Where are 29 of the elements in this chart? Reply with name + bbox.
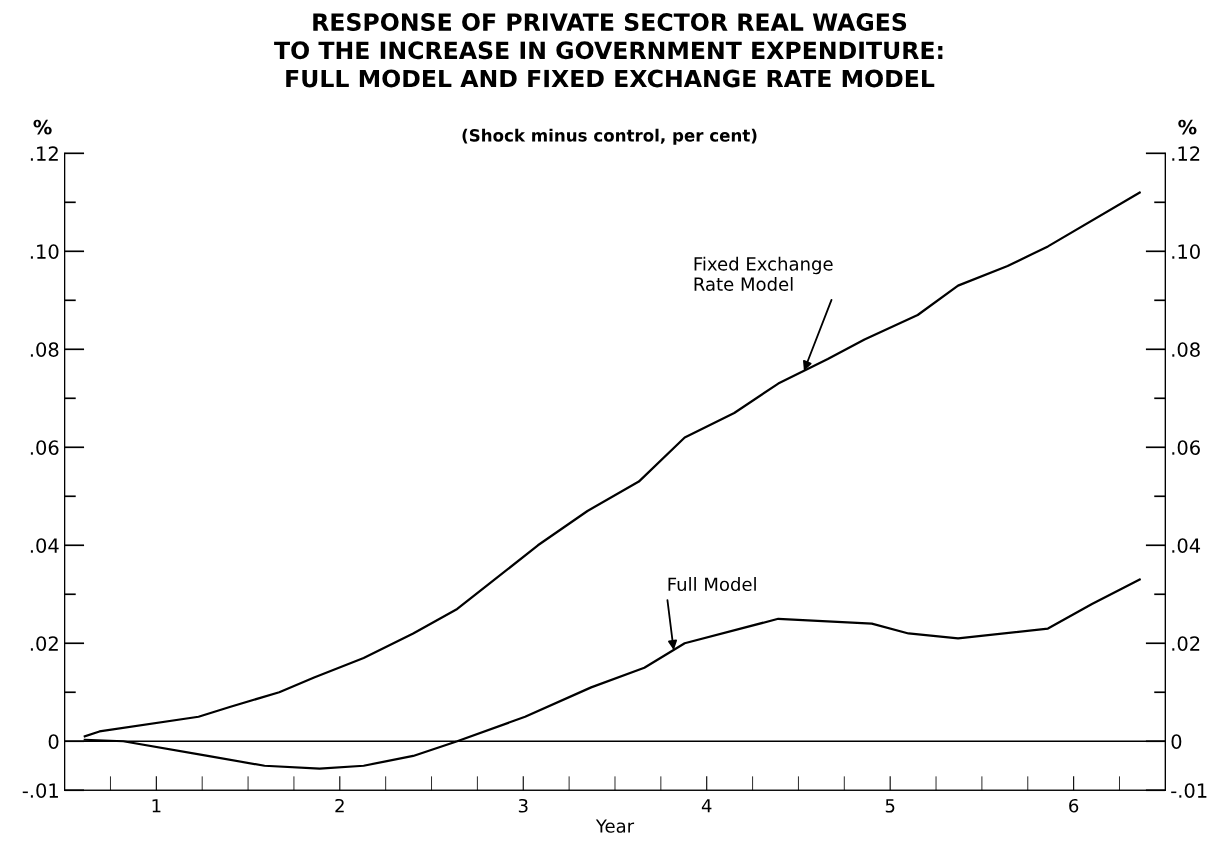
y2-axis-title: % <box>1178 119 1197 135</box>
chart-title: RESPONSE OF PRIVATE SECTOR REAL WAGES TO THE INCREASE IN GOVERNMENT EXPENDITURE: FULL MODEL AND FIXED EXCHANGE RATE MODEL <box>274 13 943 88</box>
annotation: Full Model <box>668 577 756 592</box>
y2-tick-label: .08 <box>1172 342 1200 357</box>
annotation: Fixed Exchange Rate Model <box>694 256 833 291</box>
x-tick-label: 5 <box>885 799 895 813</box>
y2-tick-label: 0 <box>1171 734 1182 749</box>
y2-tick-label: .10 <box>1172 244 1200 259</box>
y-tick-label: .10 <box>30 244 59 259</box>
y-tick-label: .12 <box>30 146 58 161</box>
x-axis-title: Year <box>595 819 635 833</box>
y-tick-label: .06 <box>30 440 59 455</box>
y-tick-label: .02 <box>30 636 58 651</box>
x-tick-label: 6 <box>1069 798 1079 813</box>
y-tick-label: .08 <box>30 342 59 357</box>
y2-tick-label: .02 <box>1172 636 1200 651</box>
y-axis-title: % <box>33 119 52 135</box>
y-tick-label: -.01 <box>22 783 58 798</box>
y-tick-label: .04 <box>30 538 59 553</box>
x-tick-label: 4 <box>701 799 712 813</box>
y2-tick-label: .06 <box>1172 440 1200 455</box>
y2-tick-label: -.01 <box>1171 783 1207 798</box>
y-tick-label: 0 <box>48 734 59 749</box>
y2-tick-label: .12 <box>1172 146 1200 161</box>
chart-subtitle: (Shock minus control, per cent) <box>462 128 757 145</box>
x-tick-label: 1 <box>152 799 161 813</box>
x-tick-label: 2 <box>335 798 344 813</box>
x-tick-label: 3 <box>518 798 528 813</box>
y2-tick-label: .04 <box>1172 538 1201 553</box>
